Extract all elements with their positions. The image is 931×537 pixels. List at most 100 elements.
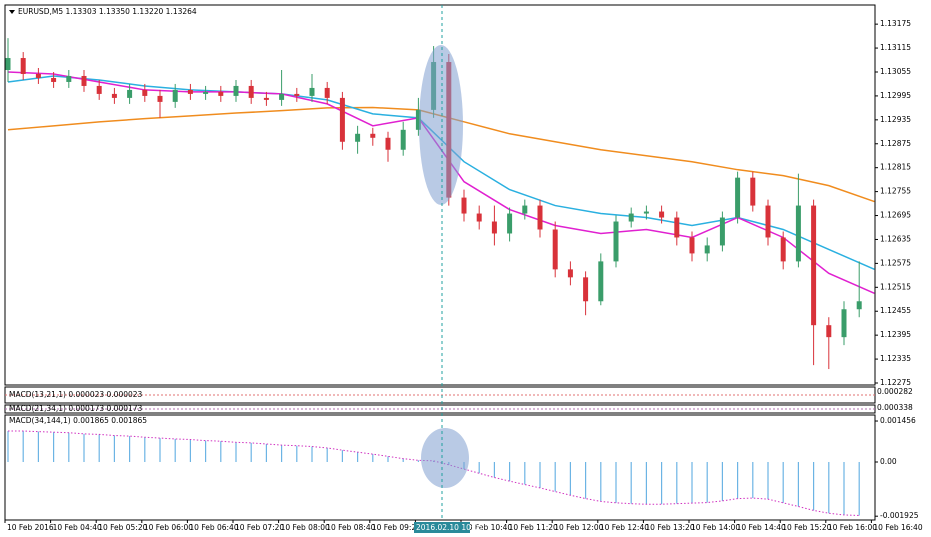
candle-body <box>841 309 847 338</box>
y-tick-label: 0.00 <box>880 457 897 466</box>
candle-body <box>522 205 528 214</box>
candle-body <box>567 269 573 278</box>
candle-body <box>339 97 345 142</box>
x-tick-label: 10 Feb 12:40 <box>600 523 649 532</box>
y-tick-label: 1.12935 <box>880 115 911 124</box>
y-tick-label: 1.13115 <box>880 43 911 52</box>
x-tick-label: 10 Feb 2016 <box>7 523 54 532</box>
candle-body <box>674 217 680 238</box>
y-tick-label: 1.13175 <box>880 19 911 28</box>
x-tick-label: 10 Feb 10:40 <box>463 523 512 532</box>
macd-1-scale: 0.000282 <box>877 387 913 396</box>
candle-body <box>187 89 193 94</box>
candle-body <box>507 213 513 234</box>
x-tick-label: 10 Feb 06:40 <box>189 523 238 532</box>
candle-body <box>263 97 269 100</box>
candle-body <box>750 177 756 206</box>
candle-body <box>355 133 361 142</box>
candle-body <box>856 301 862 310</box>
y-tick-label: 0.001456 <box>880 416 916 425</box>
candle-body <box>142 89 148 96</box>
x-tick-label: 10 Feb 13:20 <box>645 523 694 532</box>
candle-body <box>111 93 117 98</box>
candle-body <box>279 93 285 100</box>
x-tick-label: 10 Feb 05:20 <box>98 523 147 532</box>
x-tick-label: 10 Feb 12:00 <box>554 523 603 532</box>
y-tick-label: 1.12875 <box>880 139 911 148</box>
cursor-label-bg <box>414 522 470 533</box>
candle-body <box>552 229 558 270</box>
plot-layer: 1.13175 1.13115 1.13055 1.12995 1.12935 1.128… <box>4 19 923 532</box>
highlight-ellipse <box>419 45 463 205</box>
y-tick-label: -0.001925 <box>880 511 919 520</box>
candle-body <box>659 211 665 218</box>
candle-body <box>172 89 178 102</box>
y-tick-label: 1.12515 <box>880 282 911 291</box>
candle-body <box>5 58 11 70</box>
x-tick-label: 10 Feb 08:40 <box>326 523 375 532</box>
candle-body <box>35 73 41 78</box>
x-tick-label: 10 Feb 11:20 <box>509 523 558 532</box>
macd-2-scale: 0.000338 <box>877 403 913 412</box>
highlight-ellipse <box>421 428 469 488</box>
candle-body <box>294 93 300 96</box>
candle-body <box>537 205 543 230</box>
candle-body <box>735 177 741 218</box>
x-tick-label: 10 Feb 15:20 <box>782 523 831 532</box>
candle-body <box>51 77 57 82</box>
y-tick-label: 1.13055 <box>880 67 911 76</box>
candle-body <box>20 58 26 74</box>
candle-body <box>476 213 482 222</box>
y-tick-label: 1.12275 <box>880 378 911 387</box>
candle-body <box>157 95 163 102</box>
y-tick-label: 1.12815 <box>880 163 911 172</box>
candle-body <box>765 205 771 238</box>
candle-body <box>795 205 801 262</box>
cursor-label: 2016.02.10 10:05 <box>416 523 483 532</box>
x-tick-label: 10 Feb 16:40 <box>873 523 922 532</box>
y-tick-label: 1.12695 <box>880 211 911 220</box>
candle-body <box>81 75 87 86</box>
candle-body <box>583 277 589 302</box>
candle-body <box>218 91 224 96</box>
candle-body <box>385 137 391 150</box>
candle-body <box>628 213 634 222</box>
candle-body <box>826 325 832 338</box>
x-tick-label: 10 Feb 14:00 <box>691 523 740 532</box>
candle-body <box>400 129 406 150</box>
candle-body <box>719 217 725 246</box>
candle-body <box>203 91 209 94</box>
x-tick-label: 10 Feb 04:40 <box>53 523 102 532</box>
candle-body <box>66 75 72 82</box>
candle-body <box>643 211 649 214</box>
y-tick-label: 1.12575 <box>880 258 911 267</box>
x-tick-label: 10 Feb 14:40 <box>737 523 786 532</box>
x-tick-label: 10 Feb 09:20 <box>372 523 421 532</box>
candle-body <box>127 89 133 98</box>
x-tick-label: 10 Feb 07:20 <box>235 523 284 532</box>
y-tick-label: 1.12995 <box>880 91 911 100</box>
candle-body <box>96 85 102 94</box>
y-tick-label: 1.12395 <box>880 330 911 339</box>
candle-body <box>324 87 330 98</box>
symbol-menu-arrow[interactable] <box>9 10 15 14</box>
x-tick-label: 10 Feb 06:00 <box>144 523 193 532</box>
candle-body <box>704 245 710 254</box>
y-tick-label: 1.12755 <box>880 187 911 196</box>
candle-body <box>689 237 695 254</box>
macd-panel-3 <box>4 414 876 521</box>
symbol-header: EURUSD,M5 1.13303 1.13350 1.13220 1.1326… <box>18 7 197 16</box>
y-tick-label: 1.12335 <box>880 354 911 363</box>
candle-body <box>598 261 604 302</box>
candle-body <box>613 221 619 262</box>
macd-1-label: MACD(13,21,1) 0.000023 0.000023 <box>9 390 143 399</box>
candle-body <box>248 85 254 98</box>
candle-body <box>309 87 315 96</box>
candle-body <box>370 133 376 138</box>
candle-body <box>811 205 817 326</box>
candle-body <box>415 109 421 130</box>
price-panel <box>4 4 876 386</box>
candle-body <box>491 221 497 234</box>
y-tick-label: 1.12635 <box>880 234 911 243</box>
